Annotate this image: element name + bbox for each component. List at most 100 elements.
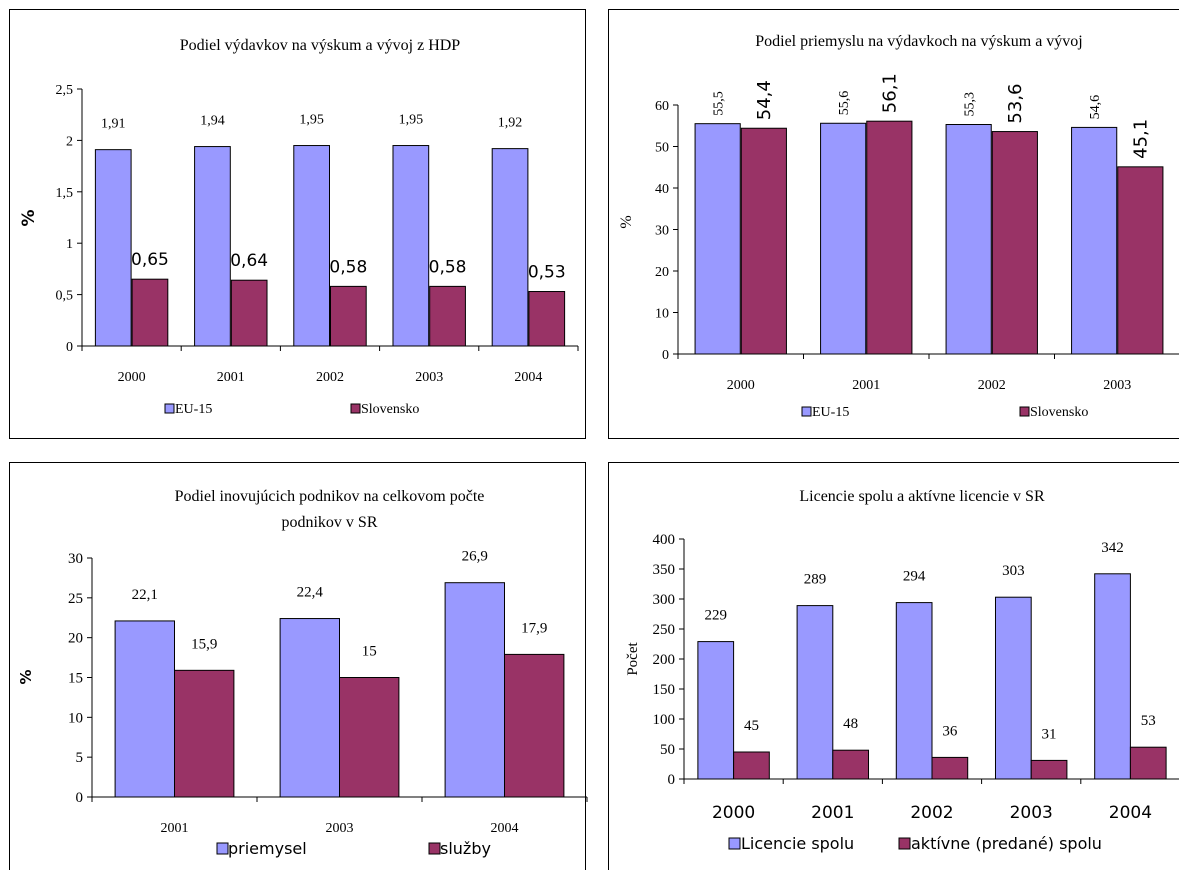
legend-label: EU-15 — [812, 405, 849, 420]
x-category-label: 2002 — [316, 370, 344, 385]
bar-series-2 — [991, 131, 1038, 355]
chart-title: Licencie spolu a aktívne licencie v SR — [799, 488, 1045, 505]
y-tick-label: 0 — [668, 772, 676, 788]
bar-series-1 — [444, 582, 506, 798]
x-category-label: 2001 — [811, 803, 854, 823]
data-label: 22,1 — [132, 587, 158, 603]
y-tick-label: 50 — [655, 141, 669, 156]
bar-series-2 — [1117, 166, 1164, 355]
data-label: 0,65 — [131, 250, 169, 270]
y-tick-label: 400 — [653, 532, 676, 548]
chart-title-line: Podiel inovujúcich podnikov na celkovom … — [175, 488, 485, 505]
x-category-label: 2003 — [326, 821, 354, 836]
bar-series-1 — [1094, 573, 1131, 780]
data-label: 294 — [903, 569, 926, 585]
bar-series-1 — [114, 620, 175, 798]
legend-swatch — [164, 403, 175, 414]
x-category-label: 2003 — [1103, 378, 1131, 393]
y-tick-label: 20 — [68, 631, 83, 647]
y-tick-label: 300 — [653, 592, 676, 608]
legend-label: aktívne (predané) spolu — [911, 834, 1102, 853]
x-category-label: 2000 — [727, 378, 755, 393]
bar-series-1 — [194, 146, 231, 347]
y-tick-label: 100 — [653, 712, 676, 728]
data-label: 45,1 — [1131, 119, 1152, 159]
bar-series-2 — [131, 278, 169, 347]
legend-swatch — [728, 837, 741, 850]
data-label: 55,6 — [837, 91, 852, 116]
bar-series-1 — [1071, 126, 1118, 355]
bar-series-1 — [820, 122, 867, 355]
data-label: 31 — [1042, 726, 1057, 742]
legend-label: Licencie spolu — [741, 834, 854, 853]
x-category-label: 2001 — [217, 370, 245, 385]
data-label: 1,95 — [299, 113, 324, 128]
bar-series-2 — [174, 669, 235, 798]
data-label: 229 — [704, 608, 727, 624]
x-category-label: 2002 — [910, 803, 953, 823]
y-tick-label: 0,5 — [56, 289, 74, 304]
chart-title: Podiel výdavkov na výskum a vývoj z HDP — [180, 37, 461, 54]
y-axis-label: Počet — [625, 642, 641, 676]
bar-series-2 — [740, 127, 787, 355]
y-tick-label: 30 — [655, 224, 669, 239]
legend-swatch — [1019, 406, 1030, 417]
chart-innovating-firms: Podiel inovujúcich podnikov na celkovom … — [17, 488, 588, 858]
bar-series-1 — [293, 145, 330, 347]
y-tick-label: 250 — [653, 622, 676, 638]
bar-series-2 — [733, 751, 770, 780]
y-tick-label: 0 — [76, 790, 84, 806]
y-tick-label: 20 — [655, 265, 669, 280]
data-label: 56,1 — [880, 73, 901, 113]
data-label: 22,4 — [297, 585, 324, 601]
legend-label: EU-15 — [175, 402, 212, 417]
data-label: 54,4 — [754, 80, 775, 120]
x-category-label: 2004 — [1109, 803, 1152, 823]
y-tick-label: 10 — [655, 307, 669, 322]
x-category-label: 2002 — [978, 378, 1006, 393]
chart-panel-rd-gdp: Podiel výdavkov na výskum a vývoj z HDP%… — [9, 9, 586, 439]
data-label: 303 — [1002, 563, 1025, 579]
chart-licences: Licencie spolu a aktívne licencie v SR Po… — [625, 488, 1179, 853]
bar-series-2 — [429, 285, 466, 347]
legend-swatch — [898, 837, 911, 850]
data-label: 15,9 — [191, 636, 217, 652]
chart-title: Podiel priemyslu na výdavkoch na výskum … — [755, 33, 1083, 50]
y-axis-label: % — [618, 215, 635, 228]
x-category-label: 2000 — [712, 803, 755, 823]
data-label: 1,91 — [101, 117, 126, 132]
data-label: 1,92 — [498, 116, 523, 131]
legend-swatch — [801, 406, 812, 417]
bar-series-1 — [94, 149, 132, 347]
y-tick-label: 40 — [655, 182, 669, 197]
bar-series-1 — [796, 605, 834, 780]
bar-series-2 — [330, 285, 367, 347]
y-tick-label: 1 — [66, 237, 73, 252]
bar-series-1 — [491, 148, 529, 347]
x-category-label: 2003 — [1010, 803, 1053, 823]
y-tick-label: 2 — [66, 134, 73, 149]
bar-series-2 — [528, 291, 566, 347]
y-tick-label: 50 — [660, 742, 675, 758]
data-label: 289 — [804, 572, 827, 588]
data-label: 55,5 — [712, 91, 727, 116]
y-tick-label: 5 — [76, 750, 84, 766]
bar-series-1 — [994, 596, 1032, 780]
data-label: 36 — [942, 723, 958, 739]
x-category-label: 2004 — [514, 370, 542, 385]
y-tick-label: 2,5 — [56, 83, 74, 98]
legend-swatch — [350, 403, 361, 414]
bar-series-1 — [392, 145, 430, 347]
y-tick-label: 60 — [655, 99, 669, 114]
bar-series-2 — [504, 653, 565, 798]
bar-series-2 — [832, 749, 870, 780]
y-axis-label: % — [17, 669, 35, 684]
y-tick-label: 10 — [68, 710, 83, 726]
chart-title-line: podnikov v SR — [281, 514, 377, 531]
data-label: 54,6 — [1088, 95, 1103, 120]
bar-series-2 — [1030, 759, 1068, 780]
x-category-label: 2004 — [491, 821, 519, 836]
bar-series-1 — [694, 123, 741, 355]
data-label: 342 — [1101, 540, 1124, 556]
chart-panel-innovating-firms: Podiel inovujúcich podnikov na celkovom … — [9, 462, 588, 870]
